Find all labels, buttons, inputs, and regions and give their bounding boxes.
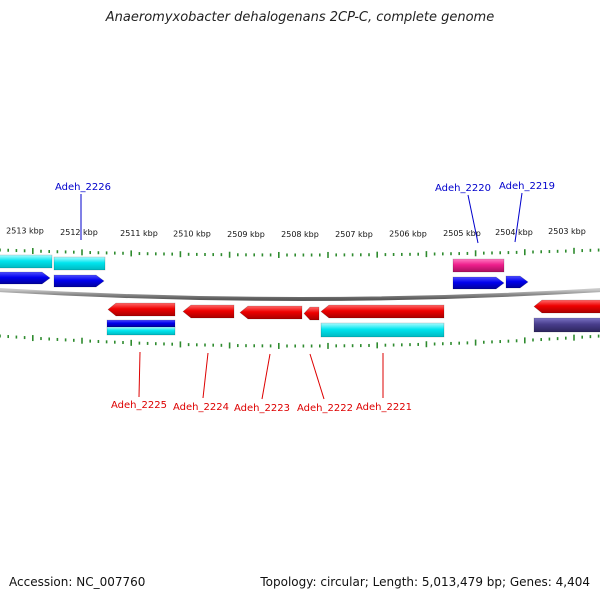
leader-line: [261, 353, 271, 400]
gene-label: Adeh_2221: [356, 402, 412, 413]
scale-label: 2506 kbp: [389, 229, 427, 238]
scale-labels: 2513 kbp 2512 kbp 2511 kbp 2510 kbp 2509 kbp…: [6, 227, 586, 239]
leader-line: [514, 192, 523, 243]
gene-feature: [182, 304, 235, 319]
gene-feature: [452, 258, 505, 273]
scale-label: 2511 kbp: [120, 229, 158, 238]
scale-label: 2503 kbp: [548, 227, 586, 236]
gene-label: Adeh_2226: [55, 182, 111, 193]
accession-text: Accession: NC_007760: [9, 575, 146, 589]
leader-line: [309, 353, 325, 400]
scale-label: 2513 kbp: [6, 227, 44, 236]
scale-label: 2509 kbp: [227, 230, 265, 239]
leader-line: [467, 194, 479, 244]
cds-feature: [320, 322, 445, 338]
scale-label: 2510 kbp: [173, 229, 211, 238]
gene-feature: [533, 317, 600, 333]
gene-label: Adeh_2219: [499, 181, 555, 192]
genome-backbone: [0, 288, 600, 301]
scale-label: 2504 kbp: [495, 228, 533, 237]
leader-line: [138, 351, 141, 398]
cds-feature: [106, 326, 176, 336]
map-title: Anaeromyxobacter dehalogenans 2CP-C, com…: [105, 10, 495, 25]
gene-feature: [505, 275, 529, 289]
gene-label: Adeh_2222: [297, 403, 353, 414]
gene-feature: [452, 276, 505, 290]
gene-feature: [106, 319, 176, 328]
gene-label: Adeh_2220: [435, 183, 491, 194]
cds-feature: [0, 254, 53, 269]
label-leader-lines: [80, 192, 523, 400]
gene-feature: [320, 304, 445, 319]
gene-features: [0, 254, 600, 338]
scale-label: 2508 kbp: [281, 230, 319, 239]
gene-labels: Adeh_2226 Adeh_2220 Adeh_2219 Adeh_2225 Adeh…: [55, 181, 555, 414]
gene-label: Adeh_2223: [234, 403, 290, 414]
gene-feature: [0, 271, 51, 285]
gene-feature: [53, 274, 105, 288]
genome-summary-text: Topology: circular; Length: 5,013,479 bp…: [260, 575, 590, 589]
gene-label: Adeh_2225: [111, 400, 167, 411]
gene-feature: [533, 299, 600, 314]
scale-label: 2505 kbp: [443, 229, 481, 238]
scale-label: 2512 kbp: [60, 228, 98, 237]
gene-feature: [303, 306, 320, 321]
leader-line: [202, 352, 209, 399]
gene-feature: [239, 305, 303, 320]
gene-feature: [107, 302, 176, 317]
scale-ticks: [0, 247, 600, 349]
scale-label: 2507 kbp: [335, 230, 373, 239]
cds-feature: [53, 256, 106, 271]
gene-label: Adeh_2224: [173, 402, 229, 413]
